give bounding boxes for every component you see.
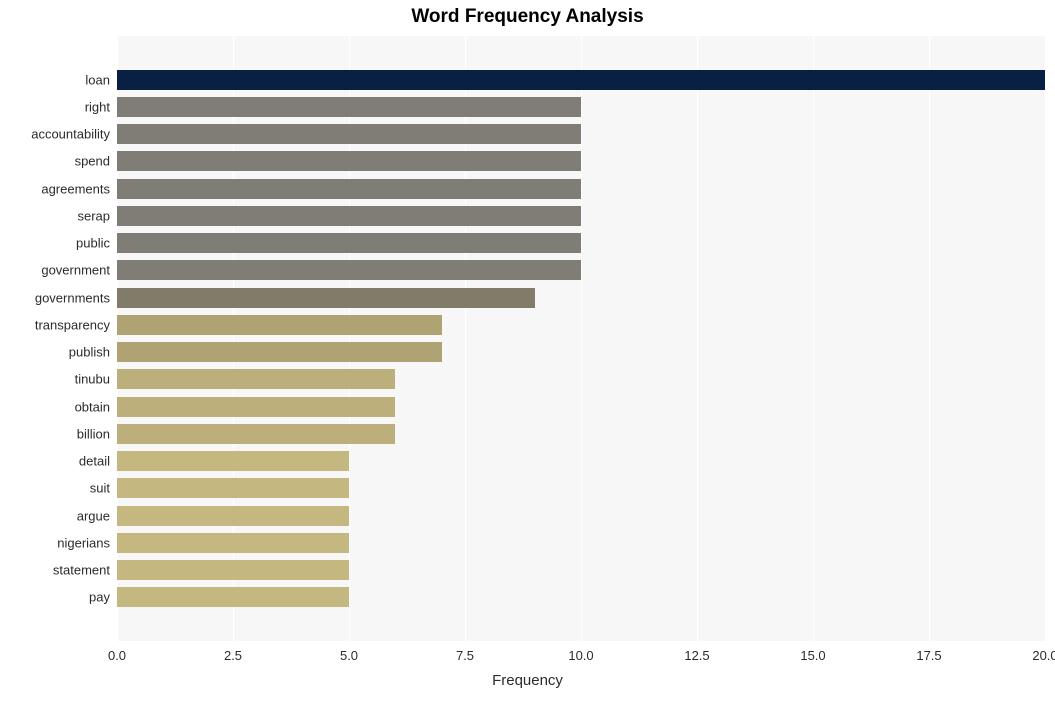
bar <box>117 260 581 280</box>
y-axis-label: spend <box>0 154 110 169</box>
word-frequency-chart: Word Frequency Analysis loan right account… <box>0 0 1055 701</box>
bar <box>117 587 349 607</box>
x-tick-label: 15.0 <box>800 648 825 663</box>
bar <box>117 451 349 471</box>
gridline <box>929 36 930 641</box>
x-tick-label: 17.5 <box>916 648 941 663</box>
chart-title: Word Frequency Analysis <box>0 6 1055 28</box>
bar <box>117 315 442 335</box>
y-axis-label: governments <box>0 290 110 305</box>
bar <box>117 397 395 417</box>
bar <box>117 506 349 526</box>
y-axis-label: argue <box>0 508 110 523</box>
bar <box>117 288 535 308</box>
y-axis-label: obtain <box>0 399 110 414</box>
bar <box>117 206 581 226</box>
y-axis-label: transparency <box>0 317 110 332</box>
bar <box>117 124 581 144</box>
x-axis-title: Frequency <box>0 672 1055 689</box>
y-axis-label: pay <box>0 590 110 605</box>
bar <box>117 179 581 199</box>
bar <box>117 151 581 171</box>
y-axis-label: billion <box>0 426 110 441</box>
y-axis-labels: loan right accountability spend agreements se… <box>0 0 117 641</box>
gridline <box>813 36 814 641</box>
y-axis-label: tinubu <box>0 372 110 387</box>
x-tick-label: 2.5 <box>224 648 242 663</box>
bar <box>117 424 395 444</box>
bar <box>117 369 395 389</box>
y-axis-label: accountability <box>0 127 110 142</box>
y-axis-label: right <box>0 99 110 114</box>
y-axis-label: public <box>0 236 110 251</box>
y-axis-label: loan <box>0 72 110 87</box>
gridline <box>581 36 582 641</box>
x-tick-label: 7.5 <box>456 648 474 663</box>
y-axis-label: government <box>0 263 110 278</box>
bar <box>117 560 349 580</box>
bar <box>117 97 581 117</box>
x-tick-label: 0.0 <box>108 648 126 663</box>
x-tick-label: 10.0 <box>568 648 593 663</box>
bar <box>117 478 349 498</box>
bar <box>117 70 1045 90</box>
x-tick-label: 20.0 <box>1032 648 1055 663</box>
y-axis-label: nigerians <box>0 535 110 550</box>
x-tick-label: 12.5 <box>684 648 709 663</box>
y-axis-label: detail <box>0 454 110 469</box>
gridline <box>697 36 698 641</box>
y-axis-label: suit <box>0 481 110 496</box>
y-axis-label: serap <box>0 208 110 223</box>
y-axis-label: agreements <box>0 181 110 196</box>
plot-area <box>117 36 1045 641</box>
bar <box>117 342 442 362</box>
gridline <box>1045 36 1046 641</box>
bar <box>117 233 581 253</box>
bar <box>117 533 349 553</box>
y-axis-label: statement <box>0 563 110 578</box>
x-tick-label: 5.0 <box>340 648 358 663</box>
y-axis-label: publish <box>0 345 110 360</box>
